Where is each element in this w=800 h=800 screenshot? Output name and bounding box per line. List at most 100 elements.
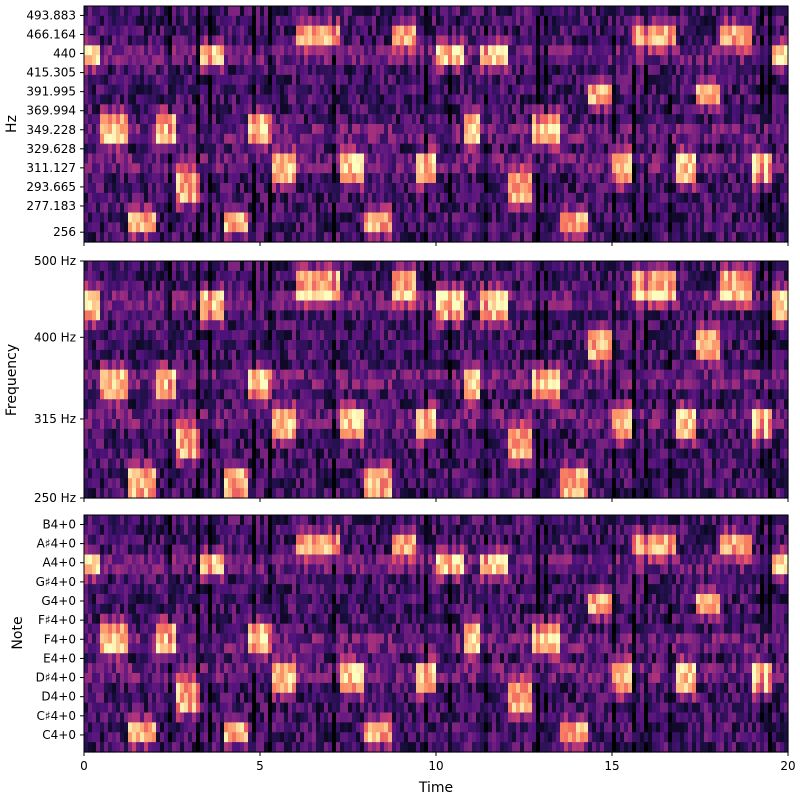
spectrogram-cell [752,6,757,17]
spectrogram-cell [636,212,641,223]
spectrogram-cell [108,45,113,56]
spectrogram-cell [116,389,121,400]
spectrogram-cell [188,280,193,292]
spectrogram-cell [116,270,121,282]
spectrogram-cell [192,428,197,440]
spectrogram-cell [700,6,705,17]
spectrogram-cell [516,15,521,27]
spectrogram-cell [240,143,245,155]
spectrogram-cell [264,65,269,76]
spectrogram-cell [544,45,549,56]
spectrogram-cell [628,6,633,17]
spectrogram-cell [564,124,569,135]
spectrogram-cell [196,389,201,400]
spectrogram-cell [136,65,141,76]
spectrogram-cell [596,232,601,243]
spectrogram-cell [104,192,109,204]
spectrogram-cell [176,468,181,479]
spectrogram-cell [276,45,281,56]
spectrogram-cell [672,104,677,115]
spectrogram-cell [476,55,481,66]
spectrogram-cell [412,15,417,27]
spectrogram-cell [532,163,537,174]
spectrogram-cell [184,163,189,174]
spectrogram-cell [440,202,445,214]
spectrogram-cell [396,173,401,184]
spectrogram-cell [616,124,621,135]
spectrogram-cell [468,232,473,243]
spectrogram-cell [752,232,757,243]
spectrogram-cell [128,25,133,37]
spectrogram-cell [732,143,737,155]
spectrogram-cell [300,25,305,37]
spectrogram-cell [684,114,689,125]
spectrogram-cell [120,202,125,214]
spectrogram-cell [740,6,745,17]
spectrogram-cell [488,183,493,194]
spectrogram-cell [620,114,625,125]
spectrogram-cell [672,173,677,184]
spectrogram-cell [328,45,333,56]
spectrogram-cell [132,84,137,96]
spectrogram-cell [196,428,201,440]
spectrogram-cell [432,232,437,243]
spectrogram-cell [372,6,377,17]
spectrogram-cell [244,163,249,174]
spectrogram-cell [760,124,765,135]
spectrogram-cell [692,124,697,135]
spectrogram-cell [692,163,697,174]
spectrogram-cell [164,45,169,56]
spectrogram-cell [496,15,501,27]
spectrogram-cell [376,65,381,76]
spectrogram-cell [728,45,733,56]
spectrogram-cell [672,35,677,46]
spectrogram-cell [688,222,693,233]
spectrogram-cell [152,163,157,174]
spectrogram-cell [272,114,277,125]
spectrogram-cell [592,84,597,96]
spectrogram-cell [116,25,121,37]
spectrogram-cell [176,143,181,155]
spectrogram-cell [420,84,425,96]
spectrogram-cell [616,232,621,243]
spectrogram-cell [200,192,205,204]
spectrogram-cell [544,163,549,174]
spectrogram-cell [336,55,341,66]
spectrogram-cell [196,222,201,233]
spectrogram-cell [188,173,193,184]
spectrogram-cell [748,222,753,233]
spectrogram-cell [236,15,241,27]
spectrogram-cell [692,104,697,115]
spectrogram-cell [712,114,717,125]
spectrogram-cell [128,232,133,243]
spectrogram-cell [196,114,201,125]
spectrogram-cell [396,6,401,17]
spectrogram-cell [136,428,141,440]
spectrogram-cell [128,153,133,164]
spectrogram-cell [644,173,649,184]
spectrogram-cell [368,202,373,214]
spectrogram-cell [692,35,697,46]
spectrogram-cell [656,45,661,56]
spectrogram-cell [476,192,481,204]
spectrogram-cell [480,114,485,125]
spectrogram-cell [400,74,405,86]
spectrogram-cell [248,212,253,223]
spectrogram-cell [420,212,425,223]
spectrogram-cell [356,114,361,125]
spectrogram-cell [184,192,189,204]
spectrogram-cell [708,55,713,66]
spectrogram-cell [256,74,261,86]
spectrogram-cell [456,55,461,66]
spectrogram-cell [712,153,717,164]
spectrogram-cell [752,202,757,214]
spectrogram-cell [216,163,221,174]
spectrogram-cell [196,290,201,302]
spectrogram-cell [664,84,669,96]
spectrogram-cell [164,25,169,37]
spectrogram-cell [588,15,593,27]
spectrogram-cell [396,25,401,37]
spectrogram-cell [640,163,645,174]
spectrogram-cell [356,45,361,56]
spectrogram-cell [144,25,149,37]
